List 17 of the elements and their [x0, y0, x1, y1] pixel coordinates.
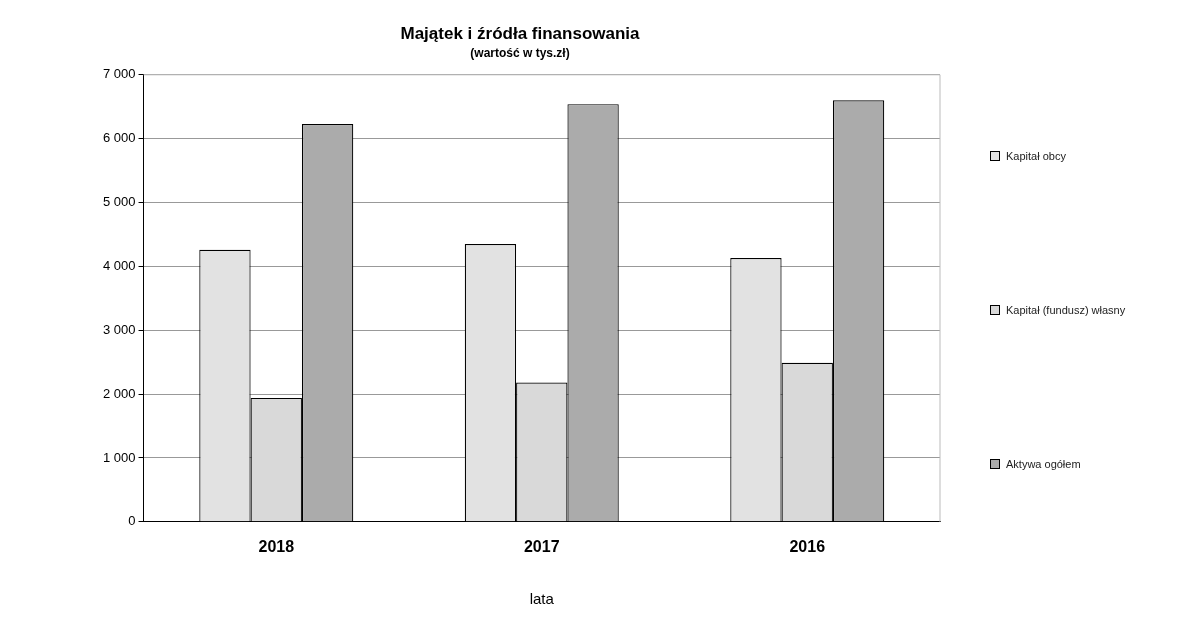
y-tick-label: 5 000 — [102, 194, 136, 210]
y-tick-label: 0 — [128, 513, 136, 529]
chart-title: Majątek i źródła finansowania — [400, 23, 641, 43]
chart-subtitle: (wartość w tys.zł) — [470, 45, 570, 60]
legend-label: Kapitał obcy — [1006, 150, 1066, 162]
y-tick-label: 3 000 — [102, 321, 136, 337]
x-tick-label: 2017 — [523, 537, 560, 555]
legend-label: Aktywa ogółem — [1006, 458, 1081, 470]
x-tick-label: 2018 — [258, 537, 295, 555]
y-tick-label: 1 000 — [102, 449, 136, 465]
y-tick-label: 7 000 — [102, 66, 136, 82]
x-tick-label: 2016 — [789, 537, 826, 555]
y-tick-label: 6 000 — [102, 130, 136, 146]
x-axis-title: lata — [529, 590, 555, 608]
y-tick-label: 4 000 — [102, 257, 136, 273]
legend-label: Kapitał (fundusz) własny — [1006, 304, 1126, 316]
y-tick-label: 2 000 — [102, 385, 136, 401]
